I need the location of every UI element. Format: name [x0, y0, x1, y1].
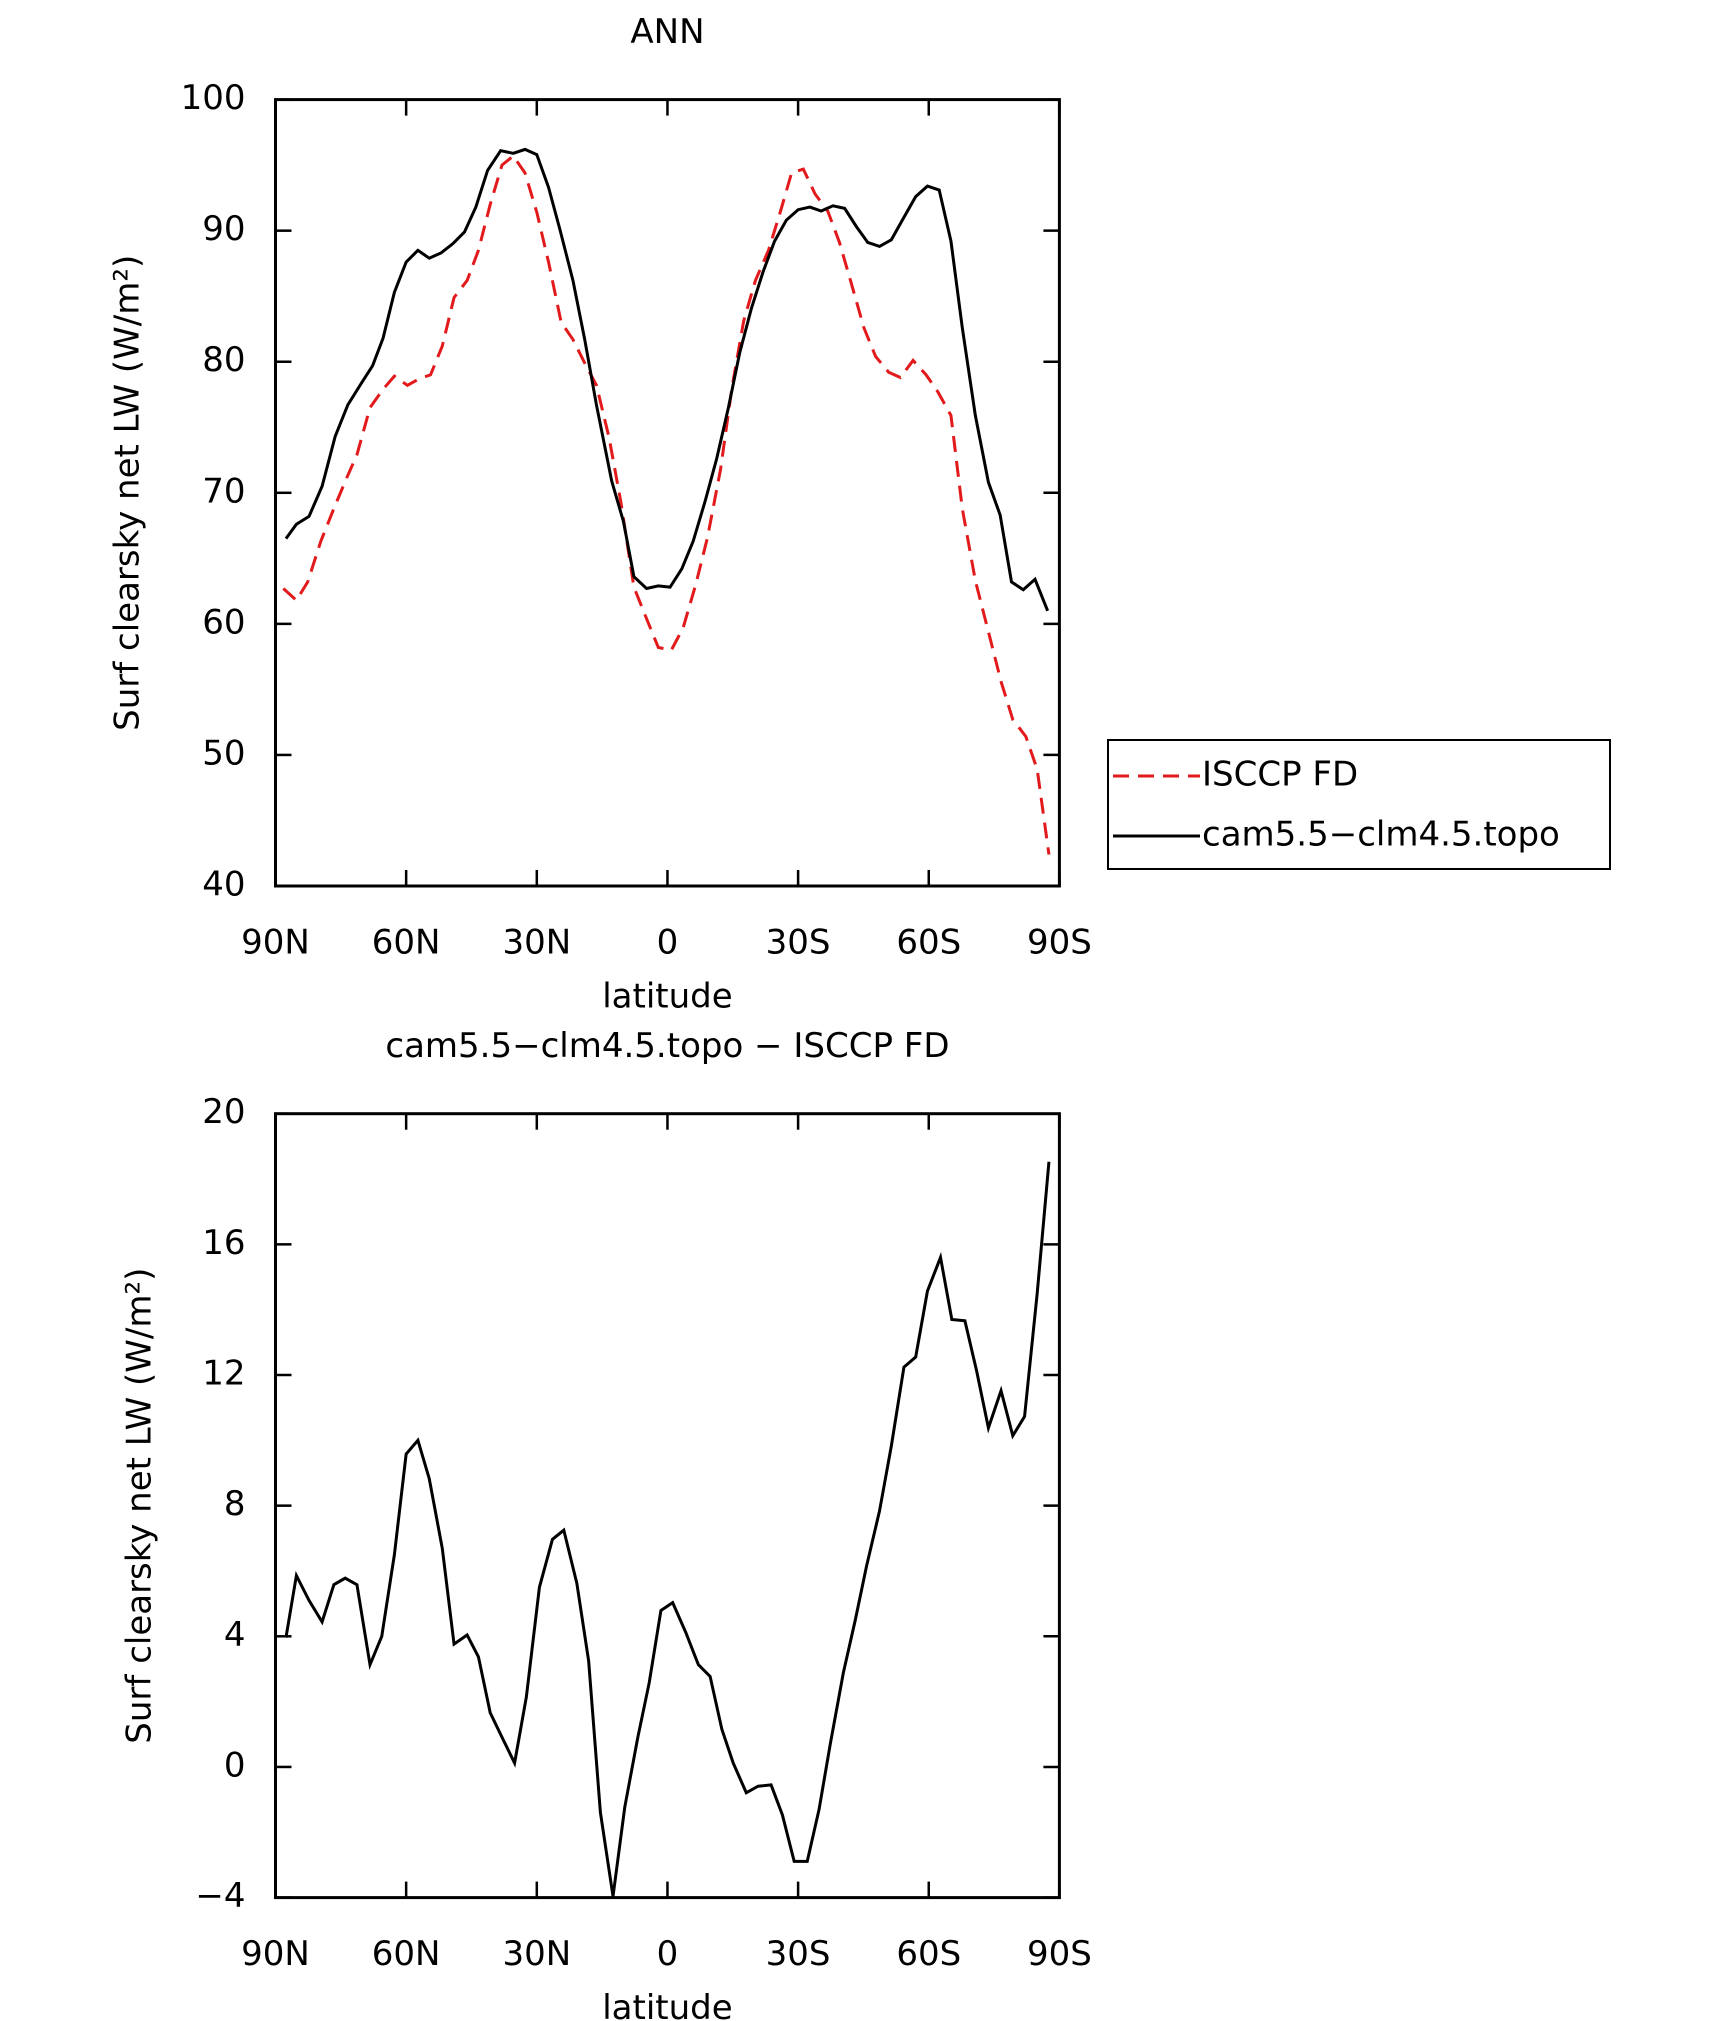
x-tick-label: 90N [241, 1934, 310, 1974]
y-tick-label: 12 [202, 1354, 245, 1394]
y-tick-label: 0 [224, 1745, 246, 1785]
x-tick-label: 30N [502, 923, 571, 963]
data-line [282, 153, 1051, 855]
x-tick-label: 30N [502, 1934, 571, 1974]
y-tick-label: 90 [202, 209, 245, 249]
y-axis-label: Surf clearsky net LW (W/m²) [108, 255, 148, 731]
y-tick-label: −4 [195, 1876, 245, 1916]
x-tick-label: 60S [896, 1934, 961, 1974]
x-tick-label: 60N [372, 1934, 441, 1974]
data-line [284, 147, 1050, 612]
x-axis-label: latitude [602, 1988, 732, 2021]
x-tick-label: 60N [372, 923, 441, 963]
x-tick-label: 90N [241, 923, 310, 963]
y-tick-label: 16 [202, 1223, 245, 1263]
plot-frame [274, 98, 1061, 888]
y-tick-label: 4 [224, 1615, 246, 1655]
y-tick-label: 8 [224, 1484, 246, 1524]
y-tick-label: 60 [202, 602, 245, 642]
legend-label: cam5.5−clm4.5.topo [1202, 815, 1560, 855]
chart-title: ANN [630, 12, 704, 52]
x-tick-label: 0 [657, 923, 679, 963]
y-tick-label: 100 [181, 78, 246, 118]
data-line [284, 1161, 1051, 1897]
y-tick-label: 80 [202, 340, 245, 380]
x-tick-label: 30S [766, 1934, 831, 1974]
x-tick-label: 30S [766, 923, 831, 963]
y-axis-label: Surf clearsky net LW (W/m²) [120, 1268, 160, 1744]
y-tick-label: 50 [202, 733, 245, 773]
x-axis-label: latitude [602, 977, 732, 1017]
y-tick-label: 20 [202, 1092, 245, 1132]
y-tick-label: 70 [202, 471, 245, 511]
legend-label: ISCCP FD [1202, 755, 1358, 795]
chart-title: cam5.5−clm4.5.topo − ISCCP FD [385, 1026, 949, 1066]
x-tick-label: 60S [896, 923, 961, 963]
x-tick-label: 90S [1027, 923, 1092, 963]
x-tick-label: 0 [657, 1934, 679, 1974]
plot-frame [274, 1112, 1061, 1900]
legend-box [1107, 739, 1611, 870]
y-tick-label: 40 [202, 865, 245, 905]
x-tick-label: 90S [1027, 1934, 1092, 1974]
